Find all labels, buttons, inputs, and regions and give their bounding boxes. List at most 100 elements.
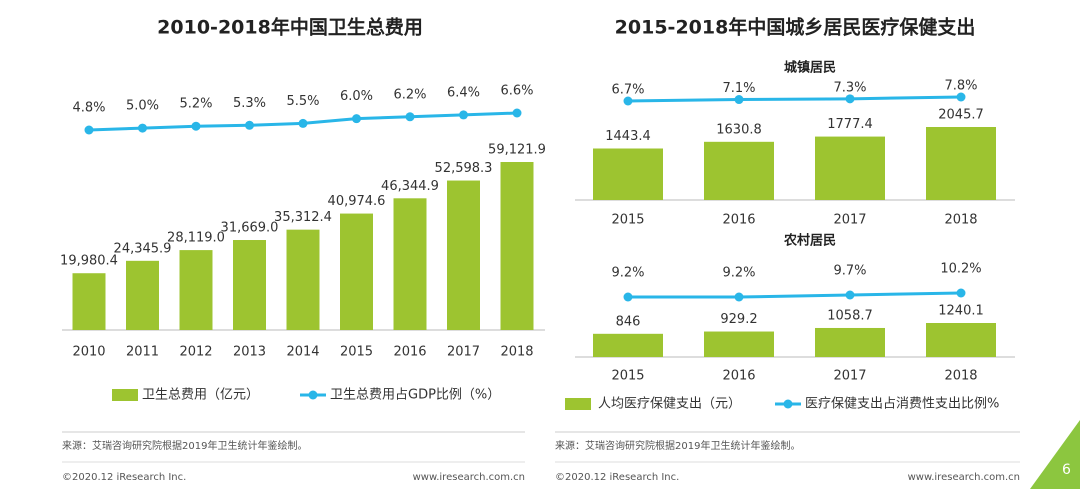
line-marker (845, 94, 855, 104)
x-tick-label: 2014 (286, 345, 319, 360)
line-label: 5.2% (179, 97, 212, 112)
line-marker (845, 290, 855, 300)
bar (286, 229, 320, 330)
bar-label: 28,119.0 (167, 231, 225, 246)
line-marker (138, 123, 147, 133)
bar-label: 24,345.9 (114, 241, 172, 256)
url: www.iresearch.com.cn (908, 472, 1020, 483)
bar-label: 846 (616, 314, 641, 329)
line-label: 5.3% (233, 96, 266, 111)
bar-label: 2045.7 (938, 108, 984, 123)
legend-label: 人均医疗保健支出（元） (598, 397, 741, 412)
bar-label: 929.2 (720, 312, 757, 327)
line-label: 6.7% (611, 83, 644, 98)
x-tick-label: 2011 (126, 345, 159, 360)
x-tick-label: 2010 (72, 345, 105, 360)
bar-label: 40,974.6 (328, 194, 386, 209)
line-marker (459, 110, 468, 120)
chart-title: 2015-2018年中国城乡居民医疗保健支出 (615, 16, 976, 39)
x-tick-label: 2018 (500, 345, 533, 360)
line-label: 9.2% (722, 266, 755, 281)
line (628, 291, 962, 299)
x-tick-label: 2018 (944, 369, 977, 384)
x-tick-label: 2017 (447, 345, 480, 360)
copyright: ©2020.12 iResearch Inc. (62, 472, 186, 483)
bar (72, 273, 106, 330)
line-marker (352, 114, 361, 124)
bar-label: 1240.1 (938, 304, 984, 319)
x-tick-label: 2017 (833, 213, 866, 228)
line-label: 6.0% (340, 89, 373, 104)
legend-swatch (783, 399, 793, 409)
line-marker (623, 96, 633, 106)
line-marker (956, 92, 966, 102)
bar-label: 52,598.3 (435, 161, 493, 176)
x-tick-label: 2013 (233, 345, 266, 360)
copyright: ©2020.12 iResearch Inc. (555, 472, 679, 483)
line-marker (956, 288, 966, 298)
bar (704, 141, 774, 200)
legend-swatch (308, 390, 318, 400)
x-tick-label: 2016 (722, 369, 755, 384)
line-label: 9.7% (833, 264, 866, 279)
bar (704, 331, 774, 357)
line-marker (298, 118, 308, 128)
bar-label: 31,669.0 (221, 221, 279, 236)
panel-title: 城镇居民 (784, 60, 836, 76)
x-tick-label: 2016 (722, 213, 755, 228)
bar-label: 46,344.9 (381, 179, 439, 194)
line-marker (191, 121, 201, 131)
panel-title: 农村居民 (783, 233, 836, 249)
legend-label: 医疗保健支出占消费性支出比例% (805, 397, 999, 412)
line-label: 7.3% (833, 80, 866, 95)
line-marker (84, 125, 94, 135)
x-tick-label: 2016 (393, 345, 426, 360)
source: 来源：艾瑞咨询研究院根据2019年卫生统计年鉴绘制。 (555, 439, 800, 452)
bar (447, 180, 480, 330)
bar-label: 1443.4 (605, 129, 651, 144)
bar-label: 1058.7 (827, 308, 873, 323)
legend-swatch (112, 389, 138, 401)
bar (393, 198, 427, 330)
bar-label: 1630.8 (716, 122, 762, 137)
line (627, 95, 962, 103)
bar (593, 333, 663, 357)
x-tick-label: 2012 (179, 345, 212, 360)
x-tick-label: 2017 (833, 369, 866, 384)
line-marker (623, 292, 633, 302)
bar (233, 240, 266, 330)
x-tick-label: 2018 (944, 213, 977, 228)
bar (926, 323, 996, 357)
legend-swatch (565, 398, 591, 410)
legend-label: 卫生总费用（亿元） (142, 388, 259, 403)
page-number: 6 (1062, 462, 1071, 478)
line-marker (405, 112, 415, 122)
legend-label: 卫生总费用占GDP比例（%） (330, 388, 500, 403)
line-label: 6.6% (500, 84, 533, 99)
line-marker (245, 120, 254, 130)
line-label: 9.2% (611, 266, 644, 281)
line-label: 5.0% (126, 99, 159, 114)
bar (340, 213, 373, 330)
line-label: 5.5% (286, 94, 319, 109)
x-tick-label: 2015 (611, 213, 644, 228)
bar-label: 59,121.9 (488, 143, 546, 158)
line-label: 6.2% (393, 87, 426, 102)
bar-label: 1777.4 (827, 117, 873, 132)
bar (500, 162, 534, 330)
bar (179, 250, 213, 330)
line-marker (734, 292, 744, 302)
url: www.iresearch.com.cn (413, 472, 525, 483)
bar-label: 35,312.4 (274, 210, 332, 225)
line-label: 7.1% (722, 81, 755, 96)
chart-title: 2010-2018年中国卫生总费用 (157, 16, 423, 39)
line-marker (512, 108, 522, 118)
x-tick-label: 2015 (611, 369, 644, 384)
corner-decoration (1030, 420, 1080, 489)
x-tick-label: 2015 (340, 345, 373, 360)
line-label: 4.8% (72, 101, 105, 116)
bar (126, 260, 159, 330)
bar-label: 19,980.4 (60, 254, 118, 269)
bar (926, 127, 996, 200)
